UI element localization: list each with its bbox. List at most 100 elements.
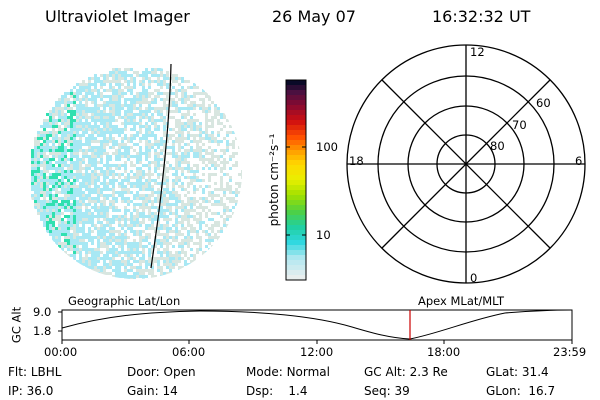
image-pixel (43, 143, 46, 146)
image-pixel (118, 146, 121, 149)
image-pixel (169, 242, 172, 245)
image-pixel (211, 116, 214, 119)
image-pixel (49, 194, 52, 197)
image-pixel (91, 152, 94, 155)
image-pixel (193, 119, 196, 122)
image-pixel (145, 74, 148, 77)
image-pixel (154, 227, 157, 230)
image-pixel (37, 179, 40, 182)
image-pixel (64, 158, 67, 161)
image-pixel (130, 122, 133, 125)
image-pixel (145, 131, 148, 134)
image-pixel (154, 71, 157, 74)
image-pixel (70, 143, 73, 146)
image-pixel (133, 224, 136, 227)
image-pixel (229, 143, 232, 146)
image-pixel (193, 140, 196, 143)
image-pixel (166, 182, 169, 185)
image-pixel (43, 209, 46, 212)
image-pixel (76, 233, 79, 236)
image-pixel (121, 89, 124, 92)
image-pixel (211, 212, 214, 215)
image-pixel (79, 194, 82, 197)
image-pixel (157, 146, 160, 149)
image-pixel (79, 203, 82, 206)
image-pixel (100, 272, 103, 275)
image-pixel (187, 113, 190, 116)
image-pixel (217, 140, 220, 143)
image-pixel (43, 119, 46, 122)
image-pixel (73, 131, 76, 134)
image-pixel (106, 230, 109, 233)
image-pixel (85, 140, 88, 143)
image-pixel (136, 152, 139, 155)
image-pixel (97, 152, 100, 155)
image-pixel (118, 224, 121, 227)
image-pixel (67, 248, 70, 251)
image-pixel (73, 149, 76, 152)
image-pixel (79, 185, 82, 188)
image-pixel (190, 116, 193, 119)
image-pixel (55, 203, 58, 206)
image-pixel (130, 218, 133, 221)
image-pixel (91, 242, 94, 245)
image-pixel (223, 137, 226, 140)
image-pixel (97, 188, 100, 191)
image-pixel (184, 89, 187, 92)
image-pixel (103, 236, 106, 239)
image-pixel (52, 239, 55, 242)
image-pixel (181, 131, 184, 134)
image-pixel (157, 95, 160, 98)
image-pixel (214, 137, 217, 140)
image-pixel (133, 275, 136, 278)
image-pixel (82, 257, 85, 260)
image-pixel (196, 104, 199, 107)
image-pixel (82, 89, 85, 92)
image-pixel (139, 149, 142, 152)
image-pixel (139, 173, 142, 176)
image-pixel (151, 227, 154, 230)
image-pixel (112, 233, 115, 236)
image-pixel (184, 263, 187, 266)
image-pixel (130, 107, 133, 110)
image-pixel (142, 95, 145, 98)
image-pixel (190, 224, 193, 227)
image-pixel (100, 146, 103, 149)
image-pixel (145, 185, 148, 188)
image-pixel (118, 131, 121, 134)
image-pixel (103, 266, 106, 269)
image-pixel (205, 212, 208, 215)
image-pixel (148, 107, 151, 110)
mlt-label-6: 6 (575, 154, 583, 168)
image-pixel (106, 119, 109, 122)
image-pixel (73, 152, 76, 155)
image-pixel (175, 218, 178, 221)
image-pixel (40, 194, 43, 197)
image-pixel (133, 233, 136, 236)
image-pixel (58, 128, 61, 131)
image-pixel (136, 113, 139, 116)
image-pixel (232, 155, 235, 158)
image-pixel (178, 143, 181, 146)
image-pixel (172, 128, 175, 131)
image-pixel (136, 101, 139, 104)
image-pixel (88, 134, 91, 137)
image-pixel (175, 254, 178, 257)
image-pixel (226, 209, 229, 212)
image-pixel (34, 143, 37, 146)
image-pixel (106, 188, 109, 191)
image-pixel (172, 212, 175, 215)
image-pixel (145, 239, 148, 242)
image-pixel (79, 230, 82, 233)
image-pixel (106, 239, 109, 242)
image-pixel (223, 152, 226, 155)
image-pixel (226, 143, 229, 146)
colorbar-segment (286, 220, 306, 226)
image-pixel (79, 248, 82, 251)
colorbar-segment (286, 225, 306, 231)
image-pixel (46, 218, 49, 221)
image-pixel (88, 236, 91, 239)
image-pixel (223, 221, 226, 224)
image-pixel (106, 74, 109, 77)
image-pixel (103, 179, 106, 182)
